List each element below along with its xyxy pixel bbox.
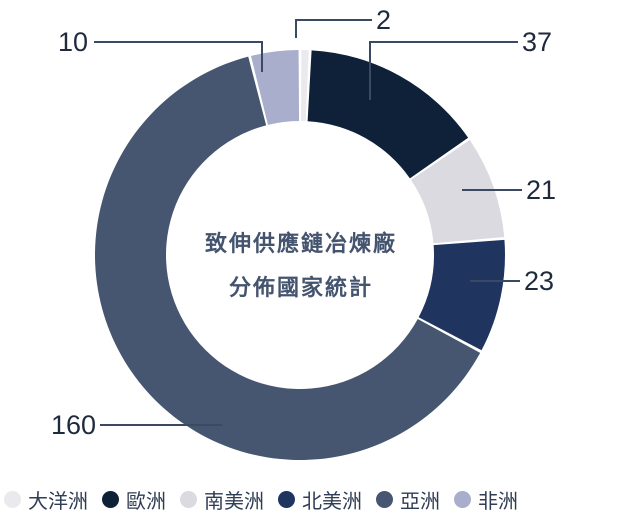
legend-label-europe: 歐洲 bbox=[126, 488, 166, 513]
donut-slice-africa[interactable] bbox=[250, 50, 300, 125]
center-title-line-1: 致伸供應鏈冶煉廠 bbox=[204, 232, 397, 257]
data-label-north-america: 23 bbox=[524, 266, 554, 296]
leader-line-europe bbox=[369, 41, 518, 100]
chart-legend: 大洋洲 歐洲 南美洲 北美洲 亞洲 非洲 bbox=[4, 484, 634, 514]
leader-line-oceania bbox=[295, 19, 372, 38]
data-label-oceania: 2 bbox=[376, 5, 391, 35]
donut-slice-europe[interactable] bbox=[307, 50, 469, 179]
legend-swatch-south-america bbox=[180, 490, 197, 508]
legend-swatch-europe bbox=[102, 490, 119, 508]
legend-item-oceania[interactable]: 大洋洲 bbox=[4, 485, 88, 514]
donut-slice-north-america[interactable] bbox=[418, 239, 505, 351]
donut-chart: 2 37 21 23 160 10 bbox=[51, 5, 556, 460]
legend-swatch-asia bbox=[376, 490, 393, 508]
legend-item-asia[interactable]: 亞洲 bbox=[376, 485, 440, 514]
legend-swatch-oceania bbox=[4, 490, 21, 508]
legend-label-south-america: 南美洲 bbox=[204, 488, 264, 513]
data-label-south-america: 21 bbox=[526, 175, 556, 205]
data-label-africa: 10 bbox=[58, 27, 88, 57]
donut-slice-oceania[interactable] bbox=[300, 50, 309, 122]
center-title-line-2: 分佈國家統計 bbox=[228, 276, 373, 301]
legend-swatch-africa bbox=[454, 490, 471, 508]
legend-item-north-america[interactable]: 北美洲 bbox=[278, 485, 362, 514]
data-label-europe: 37 bbox=[522, 27, 552, 57]
legend-item-europe[interactable]: 歐洲 bbox=[102, 485, 166, 514]
data-label-asia: 160 bbox=[51, 410, 96, 440]
donut-slice-asia[interactable] bbox=[94, 56, 481, 460]
leader-line-africa bbox=[94, 41, 263, 72]
legend-swatch-north-america bbox=[278, 490, 295, 508]
donut-slice-south-america[interactable] bbox=[410, 140, 505, 244]
legend-item-south-america[interactable]: 南美洲 bbox=[180, 485, 264, 514]
legend-item-africa[interactable]: 非洲 bbox=[454, 485, 518, 514]
legend-label-north-america: 北美洲 bbox=[302, 488, 362, 513]
legend-label-africa: 非洲 bbox=[478, 488, 518, 513]
legend-label-oceania: 大洋洲 bbox=[28, 488, 88, 513]
legend-label-asia: 亞洲 bbox=[400, 488, 440, 513]
